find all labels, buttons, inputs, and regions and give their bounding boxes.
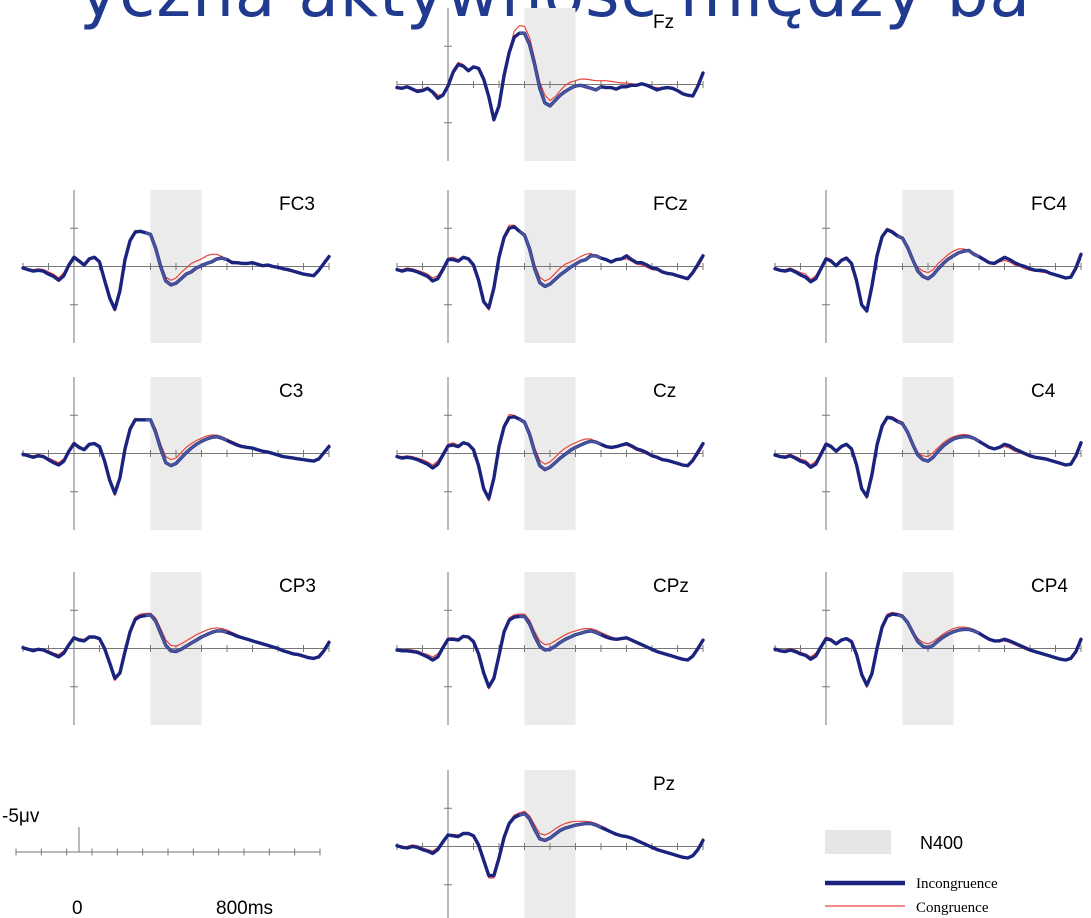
erp-panel-cpz: CPz — [395, 572, 705, 725]
legend-label-congruence: Congruence — [916, 900, 989, 916]
incongruence-highlight — [896, 420, 980, 463]
erp-panel-cz: Cz — [395, 377, 705, 530]
scale-amplitude-label: -5μv — [2, 806, 40, 827]
panel-label-fc3: FC3 — [279, 194, 315, 215]
erp-panel-cp4: CP4 — [773, 572, 1083, 725]
scale-zero-label: 0 — [72, 898, 83, 918]
panel-label-fcz: FCz — [653, 194, 688, 215]
legend: N400 Incongruence Congruence — [825, 830, 998, 916]
panel-label-cp4: CP4 — [1031, 576, 1068, 597]
scale-bar: -5μv 0 800ms — [2, 806, 321, 918]
legend-swatch-n400 — [825, 830, 891, 854]
incongruence-highlight — [518, 230, 602, 288]
incongruence-highlight — [519, 615, 602, 652]
legend-label-n400: N400 — [920, 833, 963, 853]
erp-panel-fcz: FCz — [395, 190, 705, 343]
panel-label-c3: C3 — [279, 381, 303, 402]
incongruence-highlight — [145, 613, 228, 653]
erp-panel-c3: C3 — [21, 377, 331, 530]
panel-label-pz: Pz — [653, 774, 675, 795]
panel-label-cz: Cz — [653, 381, 676, 402]
panel-label-c4: C4 — [1031, 381, 1056, 402]
erp-panel-pz: Pz — [395, 770, 705, 918]
incongruence-highlight — [145, 418, 228, 467]
panel-label-fc4: FC4 — [1031, 194, 1067, 215]
incongruence-highlight — [897, 613, 980, 649]
incongruence-highlight — [519, 32, 602, 108]
erp-panel-c4: C4 — [773, 377, 1083, 530]
panel-label-cpz: CPz — [653, 576, 689, 597]
scale-time-label: 800ms — [216, 898, 273, 918]
erp-panel-cp3: CP3 — [21, 572, 331, 725]
incongruence-highlight — [145, 231, 228, 287]
incongruence-highlight — [518, 418, 602, 471]
erp-panel-fz: Fz — [395, 8, 705, 161]
erp-panel-fc3: FC3 — [21, 190, 331, 343]
erp-panel-fc4: FC4 — [773, 190, 1083, 343]
incongruence-highlight — [896, 234, 980, 280]
panel-label-fz: Fz — [653, 12, 674, 33]
incongruence-highlight — [519, 812, 602, 842]
legend-label-incongruence: Incongruence — [916, 876, 998, 892]
panel-label-cp3: CP3 — [279, 576, 316, 597]
